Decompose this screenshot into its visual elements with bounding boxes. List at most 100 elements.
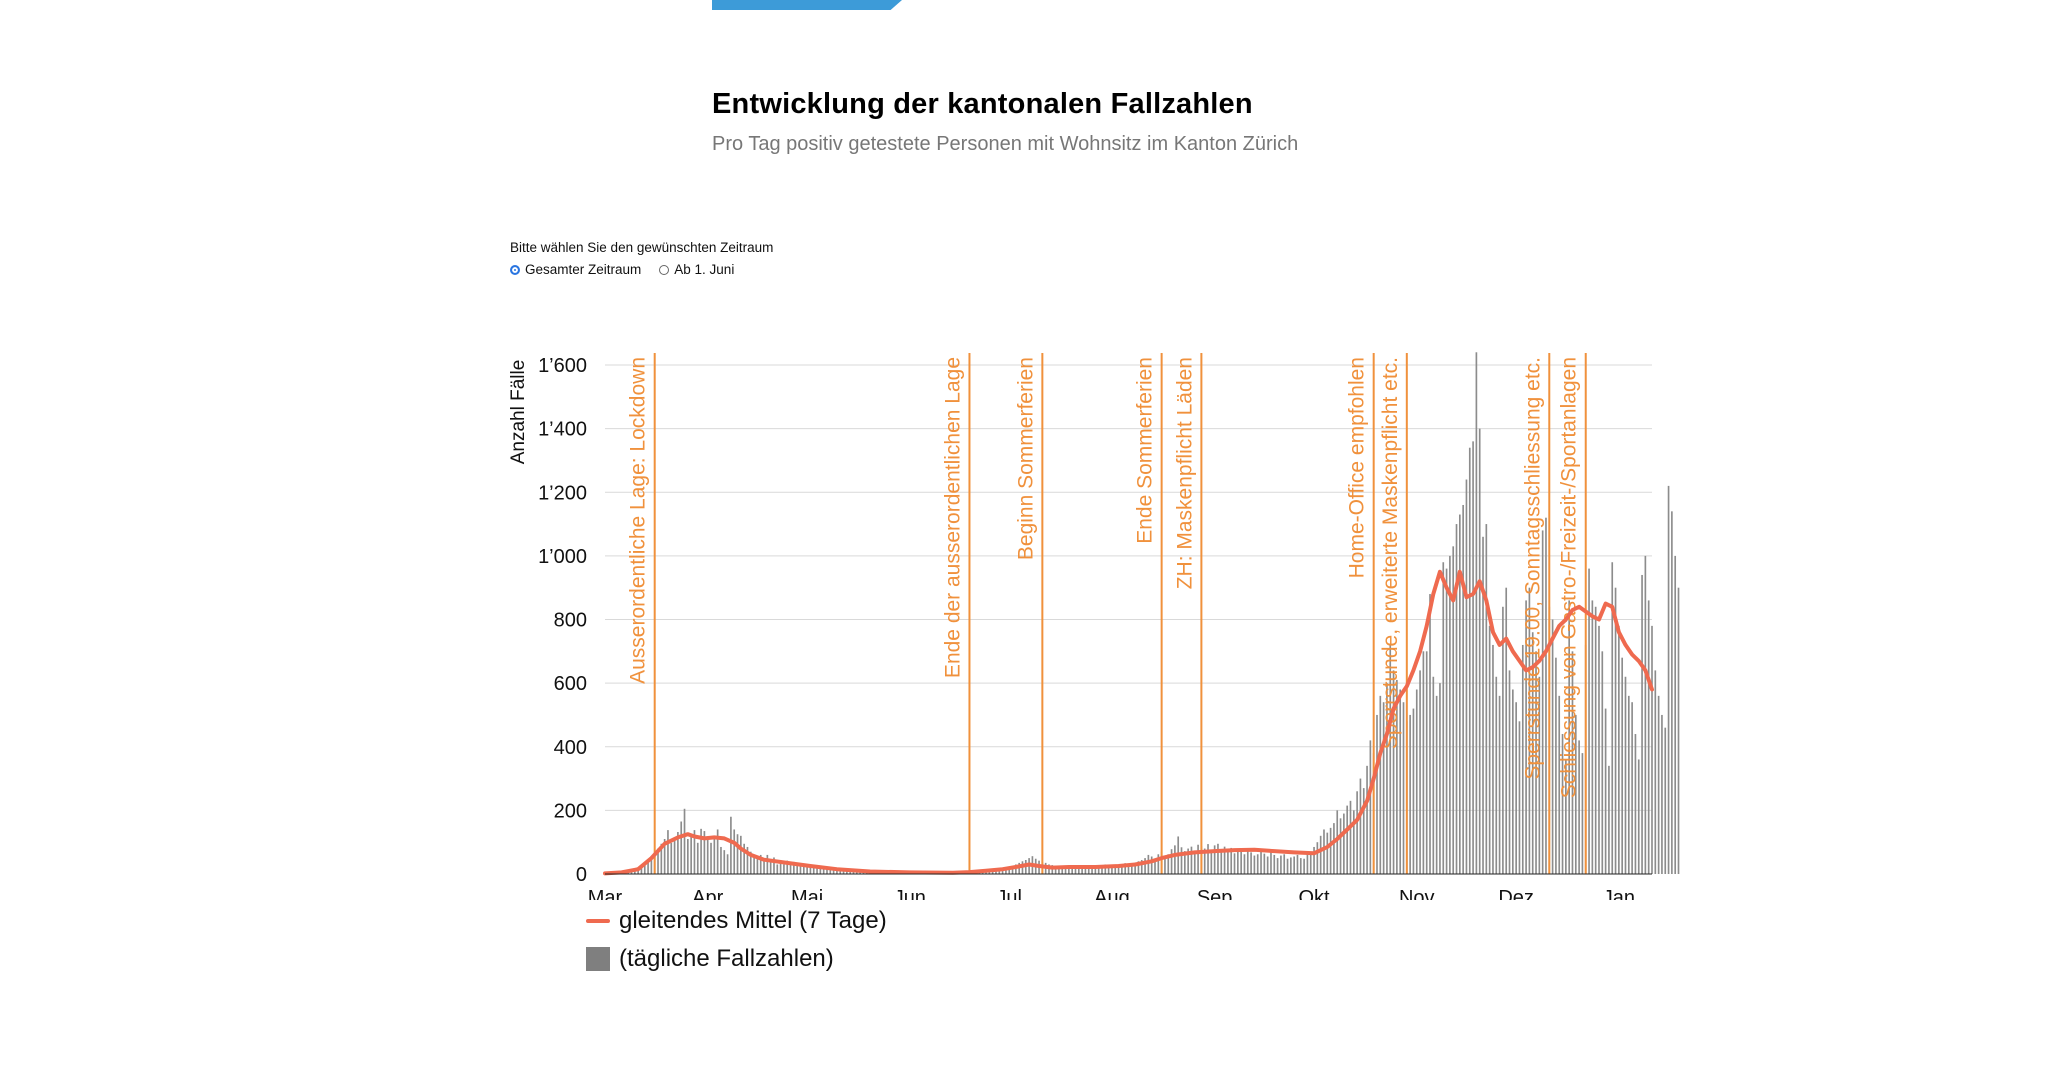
daily-bar — [852, 871, 855, 874]
daily-bar — [1594, 606, 1597, 874]
y-axis-label: Anzahl Fälle — [508, 360, 529, 465]
daily-bar — [1167, 854, 1170, 874]
event-label: Ausserordentliche Lage: Lockdown — [627, 357, 650, 684]
daily-bar — [1064, 867, 1067, 874]
daily-bar — [1521, 644, 1524, 874]
daily-bar — [733, 829, 736, 874]
daily-bar — [836, 870, 838, 874]
daily-bar — [799, 863, 802, 874]
daily-bar — [1352, 810, 1355, 874]
daily-bar — [696, 842, 699, 874]
daily-bar — [1488, 625, 1491, 874]
daily-bar — [1154, 858, 1156, 874]
daily-bar — [1127, 865, 1130, 874]
daily-bar — [1627, 695, 1630, 874]
daily-bar — [1061, 866, 1064, 874]
daily-bar — [1164, 855, 1166, 874]
daily-bar — [1309, 851, 1312, 874]
daily-bar — [1193, 850, 1196, 874]
daily-bar — [1107, 865, 1110, 874]
daily-bar — [812, 867, 815, 874]
daily-bar — [1419, 670, 1421, 874]
daily-bar — [839, 870, 842, 874]
daily-bar — [1425, 651, 1428, 874]
daily-bar — [1634, 734, 1637, 874]
range-option-gesamt[interactable]: Gesamter Zeitraum — [510, 262, 641, 277]
daily-bar — [1054, 866, 1057, 874]
daily-bar — [832, 869, 835, 874]
daily-bar — [1286, 858, 1289, 874]
daily-bar — [1604, 708, 1607, 874]
daily-bar — [1382, 702, 1385, 874]
daily-bar — [776, 864, 779, 874]
daily-bar — [1396, 679, 1398, 874]
daily-bar — [723, 850, 726, 874]
daily-bar — [1409, 714, 1411, 874]
daily-bar — [647, 861, 649, 874]
y-axis: 0 200 400 600 800 1’000 1’200 1’400 1’600 — [538, 355, 587, 886]
event-label: Sperrstunde 19.00, Sonntagsschliessung e… — [1521, 357, 1544, 780]
daily-bar — [703, 831, 706, 874]
daily-bar — [1084, 867, 1087, 874]
legend-line-label: gleitendes Mittel (7 Tage) — [619, 907, 887, 934]
daily-bar — [759, 854, 762, 874]
daily-bar — [1475, 352, 1478, 874]
range-option-ab-juni[interactable]: Ab 1. Juni — [659, 262, 734, 277]
event-label: Ende der ausserordentlichen Lage — [941, 357, 964, 678]
daily-bar — [1316, 842, 1319, 874]
daily-bar — [1356, 791, 1358, 874]
daily-bar — [749, 851, 752, 874]
event-label: Home-Office empfohlen — [1346, 357, 1369, 578]
daily-bar — [756, 856, 759, 874]
range-selector-label: Bitte wählen Sie den gewünschten Zeitrau… — [510, 240, 774, 255]
daily-bar — [1492, 644, 1494, 874]
daily-bar — [1230, 847, 1233, 874]
radio-selected-icon[interactable] — [510, 264, 520, 275]
daily-bar — [1449, 555, 1451, 874]
daily-bar — [1210, 852, 1213, 874]
daily-bar — [1094, 867, 1097, 874]
daily-bar — [1558, 695, 1561, 874]
y-tick-label: 1’200 — [538, 482, 587, 504]
daily-bar — [1445, 568, 1448, 874]
daily-bar — [1213, 845, 1216, 874]
daily-bar — [1369, 740, 1372, 874]
daily-bar — [769, 861, 772, 874]
y-tick-label: 1’000 — [538, 546, 587, 568]
daily-bar — [826, 868, 828, 874]
radio-unselected-icon[interactable] — [659, 264, 670, 275]
x-tick-label: Mai — [791, 887, 823, 900]
daily-bar — [1121, 864, 1123, 874]
daily-bar — [1313, 846, 1315, 874]
daily-bar — [1180, 847, 1183, 874]
daily-bar — [1183, 851, 1186, 874]
daily-bar — [1568, 600, 1570, 874]
x-axis: Mar Apr Mai Jun Jul Aug Sep Okt Nov Dez Jan — [588, 873, 1652, 900]
daily-bar — [667, 830, 669, 874]
daily-bar — [1439, 683, 1441, 874]
daily-bar — [1326, 832, 1329, 874]
daily-bar — [763, 859, 765, 874]
daily-bar — [1561, 734, 1564, 874]
daily-bar — [630, 871, 633, 874]
daily-bar — [829, 869, 832, 874]
daily-bar — [1087, 865, 1090, 874]
daily-bar — [1293, 856, 1295, 874]
daily-bar — [995, 870, 997, 874]
daily-bar — [1091, 867, 1093, 874]
daily-bar — [1555, 657, 1557, 874]
daily-bar — [1008, 867, 1011, 874]
daily-bar — [716, 829, 719, 874]
event-label: Ende Sommerferien — [1134, 357, 1157, 544]
daily-bar — [1618, 625, 1620, 874]
daily-bar — [1528, 587, 1531, 874]
daily-bar — [740, 835, 742, 874]
daily-bar — [1256, 854, 1259, 874]
daily-bar — [1588, 568, 1590, 874]
daily-bar — [1343, 813, 1345, 874]
daily-bar — [1323, 829, 1325, 874]
x-tick-label: Jul — [996, 887, 1022, 900]
daily-bar — [1137, 861, 1140, 874]
legend-item-bars: (tägliche Fallzahlen) — [586, 940, 887, 978]
range-option-gesamt-label: Gesamter Zeitraum — [525, 262, 642, 277]
